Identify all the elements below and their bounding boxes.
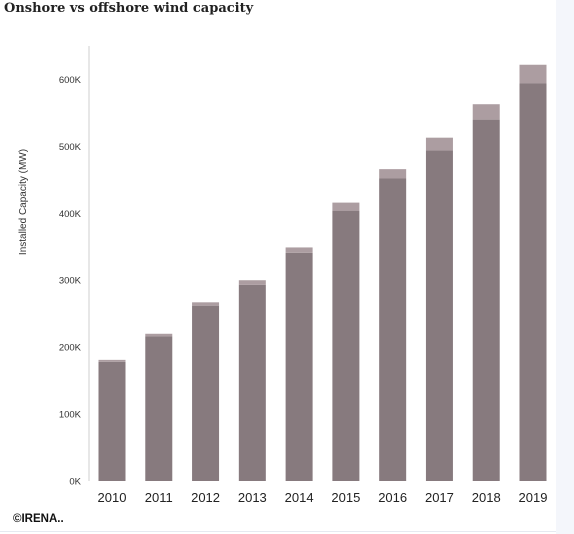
source-credit: ©IRENA.. — [13, 513, 64, 525]
x-tick-label: 2011 — [145, 490, 173, 505]
x-tick-label: 2010 — [98, 490, 127, 505]
bar-2013-segment-1 — [238, 284, 266, 481]
bar-2011-segment-1 — [145, 336, 173, 481]
bar-2016-segment-1 — [379, 178, 407, 481]
scroll-margin — [556, 0, 574, 534]
x-tick-label: 2014 — [285, 490, 314, 505]
bar-2013-segment-2 — [238, 280, 266, 285]
bar-2012-segment-1 — [192, 305, 220, 481]
x-tick-label: 2017 — [425, 490, 454, 505]
x-tick-label: 2016 — [378, 490, 407, 505]
x-tick-label: 2013 — [238, 490, 267, 505]
bottom-divider — [0, 531, 556, 532]
x-tick-label: 2019 — [519, 490, 548, 505]
bar-2014-segment-1 — [285, 252, 313, 481]
y-tick-label: 400K — [59, 209, 82, 220]
x-tick-label: 2015 — [331, 490, 360, 505]
y-tick-label: 600K — [59, 75, 82, 86]
bar-2012-segment-2 — [192, 302, 220, 306]
bar-2017-segment-1 — [425, 150, 453, 481]
y-tick-label: 0K — [69, 477, 81, 488]
bar-2015-segment-1 — [332, 210, 360, 481]
bar-2010-segment-2 — [98, 359, 126, 362]
x-tick-label: 2018 — [472, 490, 501, 505]
y-tick-label: 200K — [59, 343, 82, 354]
x-tick-label: 2012 — [191, 490, 220, 505]
bar-2018-segment-2 — [472, 104, 500, 120]
bar-2019-segment-2 — [519, 64, 547, 84]
bar-2018-segment-1 — [472, 119, 500, 482]
y-tick-label: 300K — [59, 276, 82, 287]
y-axis-title: Installed Capacity (MW) — [18, 149, 29, 255]
bar-2011-segment-2 — [145, 333, 173, 337]
bar-2015-segment-2 — [332, 202, 360, 211]
bar-2010-segment-1 — [98, 361, 126, 481]
y-tick-label: 100K — [59, 410, 82, 421]
chart-title: Onshore vs offshore wind capacity — [4, 1, 254, 16]
bar-2019-segment-1 — [519, 83, 547, 481]
y-tick-label: 500K — [59, 142, 82, 153]
bar-2014-segment-2 — [285, 247, 313, 253]
bar-2016-segment-2 — [379, 169, 407, 179]
bar-2017-segment-2 — [425, 137, 453, 151]
